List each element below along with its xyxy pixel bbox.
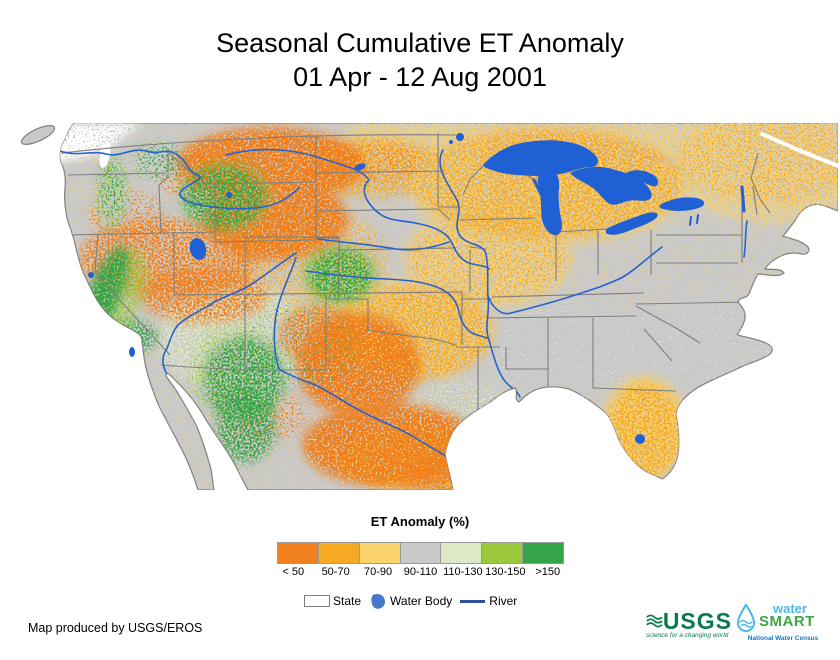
legend-class-label: 110-130 <box>443 566 483 578</box>
shape-legend: State Water Body River <box>304 591 544 611</box>
legend-class-label: 70-90 <box>363 566 393 578</box>
legend-color-ramp <box>277 542 564 564</box>
usgs-logo: USGS science for a changing world <box>646 608 732 640</box>
usgs-tagline: science for a changing world <box>646 632 729 639</box>
lake-of-the-woods <box>456 133 464 141</box>
georgian-bay <box>626 170 659 187</box>
rivers-layer <box>60 132 838 459</box>
title-line2: 01 Apr - 12 Aug 2001 <box>293 62 547 92</box>
vancouver-island <box>20 125 56 145</box>
page-title: Seasonal Cumulative ET Anomaly 01 Apr - … <box>0 26 840 94</box>
water-body-icon <box>371 593 386 609</box>
legend-title: ET Anomaly (%) <box>370 514 470 529</box>
lake-okeechobee <box>635 434 645 444</box>
legend-class-label: 130-150 <box>485 566 526 578</box>
fort-peck-lake <box>354 163 366 171</box>
legend-class-swatch <box>481 543 523 563</box>
lake-tahoe <box>88 272 94 278</box>
watersmart-tagline: National Water Census <box>747 635 819 642</box>
us-anomaly-map <box>8 122 839 491</box>
lake-erie <box>606 212 658 235</box>
lake-michigan <box>538 167 562 236</box>
usgs-wordmark: USGS <box>662 608 732 634</box>
great-salt-lake <box>189 238 207 260</box>
map-canvas <box>8 122 839 491</box>
title-line1: Seasonal Cumulative ET Anomaly <box>216 28 624 58</box>
salton-sea <box>129 347 135 357</box>
lake-champlain <box>740 185 746 213</box>
watersmart-word-smart: SMART <box>759 613 815 630</box>
legend-class-labels: < 50 50-70 70-90 90-110 110-130 130-150 >150 <box>272 566 569 578</box>
legend-class-label: 90-110 <box>403 566 438 578</box>
river-icon <box>460 599 486 603</box>
legend-class-label: < 50 <box>282 566 305 578</box>
legend-class-swatch <box>440 543 482 563</box>
state-boundary-icon <box>304 595 330 607</box>
water-droplet-icon <box>736 603 756 632</box>
legend-class-label: >150 <box>535 566 561 578</box>
water-body-symbol-label: Water Body <box>390 594 453 608</box>
usgs-wave-icon <box>646 614 663 628</box>
legend-class-swatch <box>522 543 564 563</box>
legend-class-swatch <box>399 543 441 563</box>
lake-ontario <box>659 197 705 211</box>
legend-class-swatch <box>278 543 318 563</box>
state-symbol-label: State <box>333 594 362 608</box>
lake-superior <box>483 140 599 177</box>
river-symbol-label: River <box>489 594 518 608</box>
credit-text: Map produced by USGS/EROS <box>28 621 203 635</box>
legend-class-swatch <box>358 543 400 563</box>
legend-class-label: 50-70 <box>321 566 350 578</box>
yellowstone-lake <box>226 192 232 198</box>
watersmart-logo: water SMART National Water Census <box>735 601 831 642</box>
st-lawrence-river <box>760 132 838 168</box>
legend-class-swatch <box>317 543 359 563</box>
water-bodies-layer <box>88 133 746 444</box>
watersmart-word-water: water <box>773 601 807 616</box>
finger-lakes <box>689 214 699 226</box>
